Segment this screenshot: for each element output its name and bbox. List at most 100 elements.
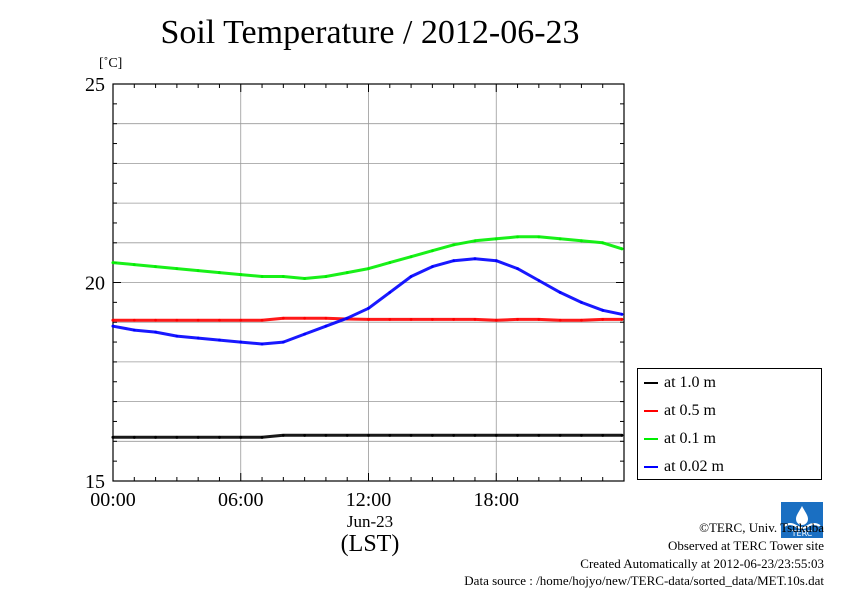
- series-3-point: [409, 275, 413, 278]
- series-2-point: [196, 269, 200, 272]
- series-0-point: [580, 433, 583, 437]
- series-3-point: [494, 259, 498, 263]
- series-1-point: [537, 318, 541, 321]
- series-2-point: [281, 275, 285, 278]
- legend-swatch-01m: [644, 438, 658, 440]
- series-3-point: [111, 324, 115, 328]
- terc-logo-icon: TERC: [781, 502, 823, 538]
- series-3-point: [580, 300, 583, 304]
- series-3-point: [154, 330, 157, 334]
- series-0-point: [154, 435, 157, 439]
- series-0-point: [260, 435, 264, 439]
- series-3-point: [388, 291, 392, 294]
- series-0-point: [620, 433, 624, 437]
- series-2-point: [218, 271, 221, 274]
- series-2-point: [111, 261, 115, 265]
- credit-source: Data source : /home/hojyo/new/TERC-data/…: [464, 573, 824, 588]
- series-0-point: [175, 435, 179, 439]
- series-0-point: [601, 433, 605, 437]
- credit-copyright: ©TERC, Univ. Tsukuba: [699, 520, 824, 535]
- series-1-point: [239, 318, 243, 322]
- series-1-point: [473, 318, 477, 321]
- series-1-point: [367, 318, 370, 321]
- series-1-point: [154, 318, 157, 322]
- legend-label-01m: at 0.1 m: [664, 430, 716, 447]
- x-axis-date: Jun-23: [346, 512, 394, 531]
- legend-swatch-002m: [644, 466, 658, 468]
- x-axis-label: (LST): [340, 531, 400, 557]
- series-3-point: [281, 340, 285, 344]
- series-0-point: [473, 433, 477, 437]
- chart-title: Soil Temperature / 2012-06-23: [160, 14, 580, 51]
- series-0-point: [132, 435, 136, 439]
- series-2-point: [580, 239, 583, 243]
- series-1-point: [430, 318, 434, 321]
- series-1-point: [196, 318, 200, 322]
- series-0-point: [239, 435, 243, 439]
- series-2-point: [175, 267, 179, 271]
- series-2-point: [601, 241, 605, 245]
- y-tick-label: 25: [85, 74, 105, 96]
- series-2-point: [430, 249, 434, 253]
- credit-observed: Observed at TERC Tower site: [667, 538, 824, 553]
- series-0-point: [388, 433, 392, 437]
- series-2-point: [388, 261, 392, 265]
- series-1-point: [132, 318, 136, 322]
- x-tick-label: 06:00: [218, 489, 264, 511]
- legend-item-05m: at 0.5 m: [644, 401, 716, 421]
- series-3-point: [452, 259, 456, 263]
- series-1-point: [324, 316, 328, 320]
- legend-label-002m: at 0.02 m: [664, 458, 724, 475]
- series-0-point: [303, 433, 307, 437]
- y-tick-label: 15: [85, 471, 105, 493]
- series-2-point: [260, 275, 264, 278]
- series-0-point: [409, 433, 413, 437]
- x-tick-label: 12:00: [346, 489, 392, 511]
- series-1-point: [111, 318, 115, 322]
- series-3-point: [218, 338, 221, 342]
- series-3-point: [473, 257, 477, 261]
- series-3-point: [324, 324, 328, 328]
- series-0-point: [452, 433, 456, 437]
- series-1-point: [303, 316, 307, 320]
- series-3-point: [260, 342, 264, 346]
- series-1-point: [494, 318, 498, 322]
- series-0-point: [281, 433, 285, 437]
- credit-created: Created Automatically at 2012-06-23/23:5…: [580, 556, 824, 571]
- series-2-point: [345, 271, 349, 274]
- series-2-point: [132, 263, 136, 267]
- series-1-point: [601, 318, 605, 321]
- svg-text:TERC: TERC: [791, 529, 813, 538]
- series-3-point: [620, 312, 624, 316]
- series-2-point: [452, 243, 456, 247]
- series-2-point: [620, 247, 624, 251]
- series-2-point: [473, 239, 477, 243]
- series-0-point: [218, 435, 221, 439]
- series-2-point: [367, 267, 370, 271]
- y-tick-label: 20: [85, 273, 105, 295]
- series-3-point: [430, 265, 434, 269]
- series-0-point: [345, 433, 349, 437]
- series-2-point: [409, 255, 413, 259]
- series-1-point: [620, 318, 624, 321]
- x-tick-label: 00:00: [90, 489, 136, 511]
- series-2-point: [303, 277, 307, 280]
- series-1-point: [452, 318, 456, 321]
- series-3-point: [345, 316, 349, 320]
- series-0-point: [537, 433, 541, 437]
- legend-label-1m: at 1.0 m: [664, 374, 716, 391]
- legend-item-01m: at 0.1 m: [644, 429, 716, 449]
- series-2-point: [537, 235, 541, 239]
- series-line-3: [111, 257, 624, 346]
- series-3-point: [537, 279, 541, 282]
- series-0-point: [558, 433, 562, 437]
- series-3-point: [367, 306, 370, 310]
- legend-swatch-1m: [644, 382, 658, 384]
- series-2-point: [239, 273, 243, 276]
- series-2-point: [154, 265, 157, 269]
- series-2-point: [494, 237, 498, 241]
- series-1-point: [388, 318, 392, 321]
- series-3-point: [175, 334, 179, 338]
- series-3-point: [303, 332, 307, 336]
